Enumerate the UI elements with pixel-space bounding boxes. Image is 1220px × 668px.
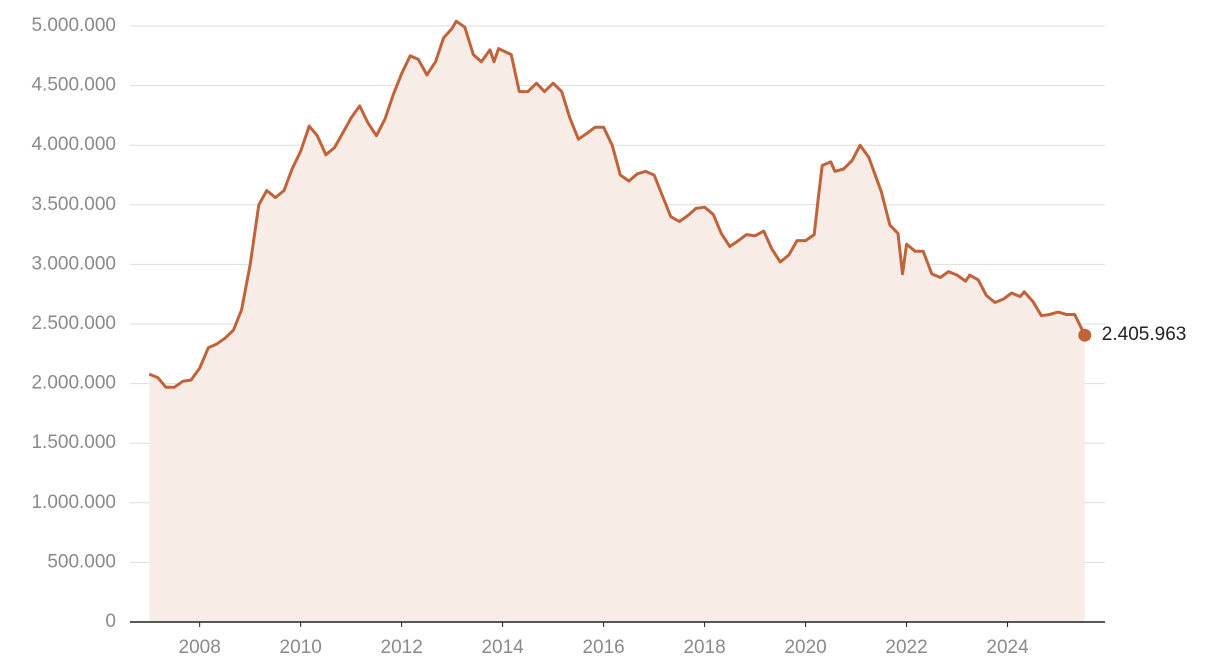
y-tick-label: 4.500.000 [31,75,116,96]
y-tick-label: 5.000.000 [31,15,116,36]
y-tick-label: 500.000 [47,551,116,572]
area [149,21,1085,622]
x-tick-label: 2018 [683,637,725,658]
y-tick-label: 1.500.000 [31,432,116,453]
y-tick-label: 0 [105,611,116,632]
x-tick-label: 2022 [885,637,927,658]
y-tick-label: 3.000.000 [31,253,116,274]
y-tick-label: 4.000.000 [31,134,116,155]
x-tick-label: 2012 [381,637,423,658]
x-tick-label: 2014 [481,637,524,658]
x-tick-label: 2016 [582,637,624,658]
x-tick-label: 2024 [986,637,1029,658]
line [148,19,1087,389]
x-tick-label: 2008 [179,637,221,658]
end-point [1078,328,1092,342]
y-tick-label: 3.500.000 [31,194,116,215]
y-tick-label: 2.000.000 [31,373,116,394]
y-tick-label: 1.000.000 [31,492,116,513]
value-label: 2.405.963 [1102,324,1187,345]
y-tick-label: 2.500.000 [31,313,116,334]
x-tick-label: 2010 [280,637,322,658]
x-tick-label: 2020 [784,637,826,658]
